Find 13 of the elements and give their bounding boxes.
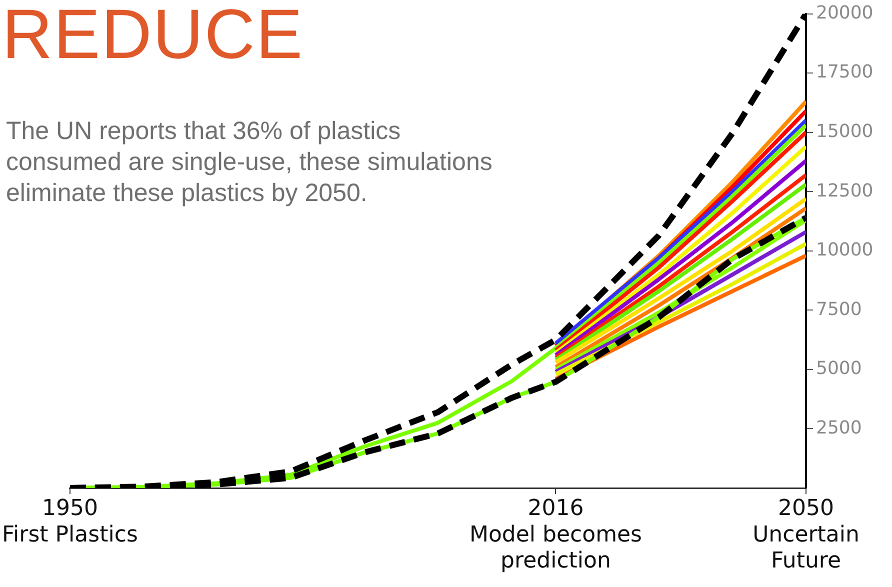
text: The UN reports that 36% of plastics consumed are single-use, these simulations eliminate these plastics by 2050.: [6, 116, 494, 209]
y-tick-label: 10000: [816, 240, 874, 261]
x-tick-label: 2050 Uncertain Future: [752, 496, 860, 574]
x-tick-label: 2016 Model becomes prediction: [469, 496, 642, 574]
y-tick-label: 15000: [816, 121, 874, 142]
x-tick-label: 1950 First Plastics: [2, 496, 138, 548]
y-tick-label: 17500: [816, 62, 874, 83]
y-tick-label: 5000: [816, 358, 862, 380]
y-tick-label: 7500: [816, 298, 862, 320]
y-tick-label: 12500: [816, 180, 874, 202]
y-tick-label: 2500: [816, 417, 862, 438]
y-tick-label: 20000: [816, 2, 874, 24]
chart-title: REDUCE: [2, 0, 304, 74]
